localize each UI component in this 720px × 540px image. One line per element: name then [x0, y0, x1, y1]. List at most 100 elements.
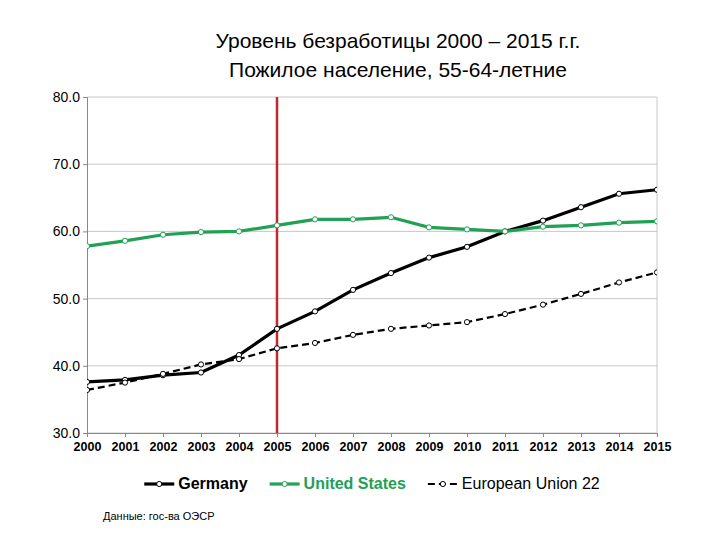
series-line	[87, 190, 657, 382]
series-marker	[464, 227, 469, 232]
x-tick-label: 2014	[606, 440, 634, 454]
series-marker	[87, 387, 90, 392]
x-tick: 2011	[492, 433, 519, 454]
x-tick: 2007	[340, 433, 368, 454]
legend-marker	[440, 481, 445, 486]
legend-marker	[157, 481, 162, 486]
y-tick: 70.0	[53, 156, 87, 172]
x-tick-mark	[505, 433, 506, 437]
y-axis-line	[83, 98, 88, 434]
x-tick-mark	[543, 433, 544, 437]
grid-line	[87, 231, 657, 232]
series-marker	[388, 215, 393, 220]
series-marker	[578, 223, 583, 228]
series-marker	[122, 380, 127, 385]
reference-line	[276, 97, 279, 433]
y-tick-label: 40.0	[53, 358, 80, 374]
legend-item: European Union 22	[428, 475, 600, 492]
x-tick-label: 2012	[530, 440, 558, 454]
x-tick-mark	[163, 433, 164, 437]
x-tick-label: 2013	[568, 440, 596, 454]
x-tick-label: 2006	[302, 440, 330, 454]
x-tick-mark	[581, 433, 582, 437]
x-tick: 2001	[112, 433, 140, 454]
series-marker	[160, 371, 165, 376]
grid-line	[87, 164, 657, 165]
series-marker	[236, 229, 241, 234]
x-tick-label: 2002	[150, 440, 178, 454]
x-tick: 2006	[302, 433, 330, 454]
series-marker	[578, 291, 583, 296]
series-marker	[312, 217, 317, 222]
legend-item: Germany	[144, 475, 247, 492]
x-tick: 2005	[264, 433, 292, 454]
series-marker	[388, 326, 393, 331]
x-tick: 2012	[530, 433, 558, 454]
x-tick: 2009	[416, 433, 444, 454]
source-note: Данные: гос-ва ОЭСР	[103, 510, 215, 522]
series-marker	[426, 323, 431, 328]
series-marker	[87, 379, 90, 384]
x-tick-label: 2007	[340, 440, 368, 454]
x-tick-mark	[239, 433, 240, 437]
marks	[87, 97, 657, 433]
series-marker	[540, 218, 545, 223]
series-marker	[274, 326, 279, 331]
legend-label: United States	[304, 475, 406, 492]
series-marker	[616, 191, 621, 196]
series-marker	[350, 217, 355, 222]
series-marker	[426, 255, 431, 260]
series-marker	[87, 244, 90, 249]
x-tick-label: 2004	[226, 440, 254, 454]
series-marker	[160, 232, 165, 237]
frame-line	[657, 97, 658, 433]
x-tick: 2013	[568, 433, 596, 454]
x-tick-mark	[315, 433, 316, 437]
x-tick: 2004	[226, 433, 254, 454]
legend-item: United States	[270, 475, 406, 492]
x-tick: 2010	[454, 433, 482, 454]
y-tick-label: 70.0	[53, 156, 80, 172]
series-marker	[312, 340, 317, 345]
y-tick: 30.0	[53, 425, 87, 441]
x-tick-mark	[201, 433, 202, 437]
x-tick-label: 2011	[492, 440, 519, 454]
y-tick-label: 60.0	[53, 223, 80, 239]
x-tick-mark	[467, 433, 468, 437]
series-marker	[502, 311, 507, 316]
y-tick-mark	[83, 366, 87, 367]
x-tick-mark	[619, 433, 620, 437]
series-marker	[578, 205, 583, 210]
subtitle: Пожилое население, 55-64-летние	[229, 58, 567, 81]
grid-line	[87, 365, 657, 366]
series-marker	[502, 229, 507, 234]
series-marker	[654, 187, 657, 192]
series-marker	[616, 220, 621, 225]
series-marker	[312, 309, 317, 314]
y-tick-mark	[83, 231, 87, 232]
legend-label: European Union 22	[462, 475, 600, 492]
y-tick: 50.0	[53, 291, 87, 307]
series-marker	[654, 219, 657, 224]
y-tick-label: 30.0	[53, 425, 80, 441]
series-marker	[122, 238, 127, 243]
x-tick-label: 2003	[188, 440, 216, 454]
x-tick-label: 2010	[454, 440, 482, 454]
grid-line	[87, 97, 657, 98]
series-marker	[198, 370, 203, 375]
chart: Уровень безработицы 2000 – 2015 г.г.Пожи…	[0, 0, 720, 540]
y-tick: 40.0	[53, 358, 87, 374]
grid	[87, 97, 657, 433]
legend-label: Germany	[178, 475, 247, 492]
series-marker	[654, 270, 657, 275]
x-tick-label: 2015	[644, 440, 672, 454]
series-marker	[274, 346, 279, 351]
y-axis: 30.0 40.0 50.0 60.0 70.0 80.0	[53, 89, 88, 441]
x-tick: 2008	[378, 433, 406, 454]
series-marker	[464, 320, 469, 325]
legend: Germany United States European Union 22	[144, 475, 600, 492]
x-axis-line	[88, 434, 658, 438]
series-marker	[426, 225, 431, 230]
y-tick: 80.0	[53, 89, 87, 105]
y-tick-mark	[83, 97, 87, 98]
